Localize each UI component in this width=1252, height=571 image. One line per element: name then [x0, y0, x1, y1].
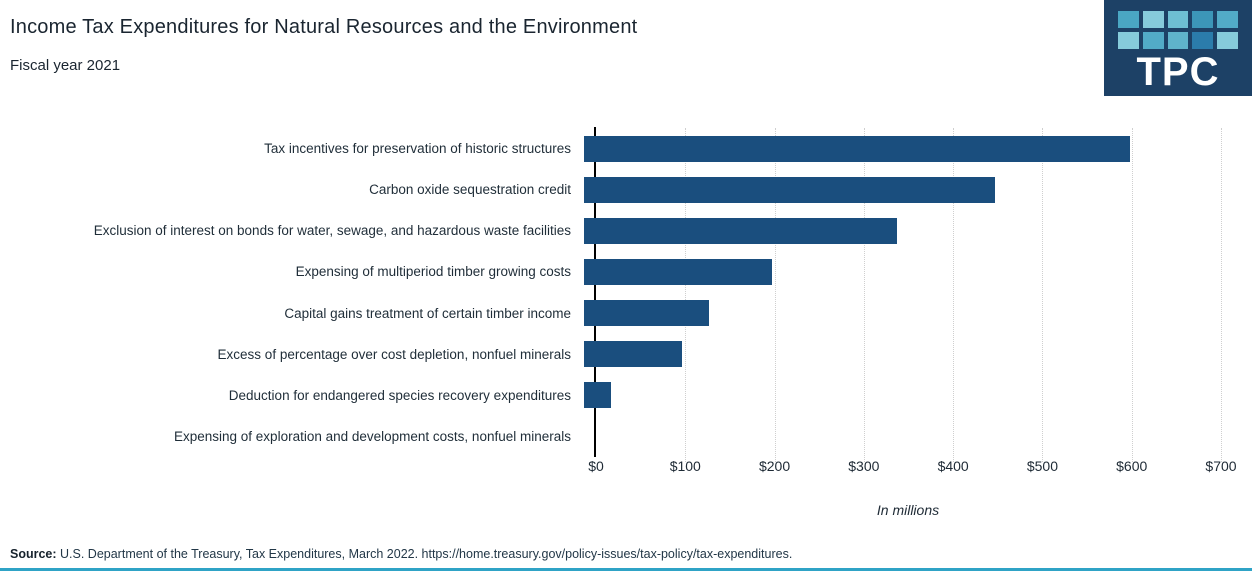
logo-square-icon: [1217, 32, 1238, 49]
x-tick-label: $300: [848, 458, 880, 474]
logo-square-icon: [1142, 32, 1164, 49]
source-note: Source: U.S. Department of the Treasury,…: [10, 547, 792, 561]
bar-track: [584, 217, 1210, 244]
y-axis-line: [594, 127, 596, 457]
logo-square-icon: [1192, 11, 1214, 28]
tpc-logo-squares-icon: [1118, 11, 1238, 49]
x-tick-label: $600: [1116, 458, 1148, 474]
bar-track: [584, 176, 1210, 203]
chart-row: Capital gains treatment of certain timbe…: [0, 293, 1222, 334]
tpc-logo: TPC: [1104, 0, 1252, 96]
chart-subtitle: Fiscal year 2021: [10, 57, 121, 74]
category-label: Carbon oxide sequestration credit: [369, 182, 571, 198]
bar-chart: Tax incentives for preservation of histo…: [0, 128, 1222, 457]
category-label: Excess of percentage over cost depletion…: [217, 346, 571, 362]
tpc-logo-text: TPC: [1136, 50, 1220, 94]
bar: [584, 258, 772, 285]
bar: [584, 341, 683, 368]
category-label: Tax incentives for preservation of histo…: [264, 141, 571, 157]
x-tick-label: $100: [669, 458, 701, 474]
bar-track: [584, 423, 1210, 449]
logo-square-icon: [1142, 11, 1164, 28]
chart-row: Expensing of multiperiod timber growing …: [0, 251, 1222, 292]
bar-track: [584, 300, 1210, 327]
logo-square-icon: [1167, 32, 1189, 49]
bar-track: [584, 341, 1210, 368]
bar: [584, 176, 996, 203]
chart-row: Exclusion of interest on bonds for water…: [0, 210, 1222, 251]
category-label: Expensing of multiperiod timber growing …: [295, 264, 571, 280]
x-tick-label: $0: [588, 458, 604, 474]
bar: [584, 217, 897, 244]
bottom-accent-rule: [0, 568, 1252, 571]
x-axis-label: In millions: [876, 502, 940, 518]
logo-square-icon: [1118, 11, 1139, 28]
category-label: Deduction for endangered species recover…: [228, 387, 571, 403]
bar-track: [584, 258, 1210, 285]
logo-square-icon: [1217, 11, 1238, 28]
chart-row: Expensing of exploration and development…: [0, 416, 1222, 457]
logo-square-icon: [1167, 11, 1189, 28]
bar: [584, 135, 1130, 162]
x-axis-ticks: $0 $100 $200 $300 $400 $500 $600 $700: [588, 458, 1236, 478]
chart-row: Tax incentives for preservation of histo…: [0, 128, 1222, 169]
bar-track: [584, 135, 1210, 162]
chart-row: Deduction for endangered species recover…: [0, 375, 1222, 416]
logo-square-icon: [1192, 32, 1214, 49]
x-tick-label: $400: [937, 458, 969, 474]
chart-row: Excess of percentage over cost depletion…: [0, 334, 1222, 375]
chart-row: Carbon oxide sequestration credit: [0, 169, 1222, 210]
category-label: Exclusion of interest on bonds for water…: [93, 223, 571, 239]
bar: [584, 382, 611, 409]
x-tick-label: $500: [1026, 458, 1058, 474]
source-text: U.S. Department of the Treasury, Tax Exp…: [56, 547, 793, 561]
category-label: Expensing of exploration and development…: [174, 428, 571, 444]
bar: [584, 300, 710, 327]
source-label: Source:: [10, 547, 57, 561]
x-tick-label: $200: [758, 458, 791, 474]
category-label: Capital gains treatment of certain timbe…: [284, 305, 571, 321]
bar-track: [584, 382, 1210, 409]
chart-title: Income Tax Expenditures for Natural Reso…: [10, 16, 638, 38]
logo-square-icon: [1118, 32, 1139, 49]
x-tick-label: $700: [1205, 458, 1237, 474]
